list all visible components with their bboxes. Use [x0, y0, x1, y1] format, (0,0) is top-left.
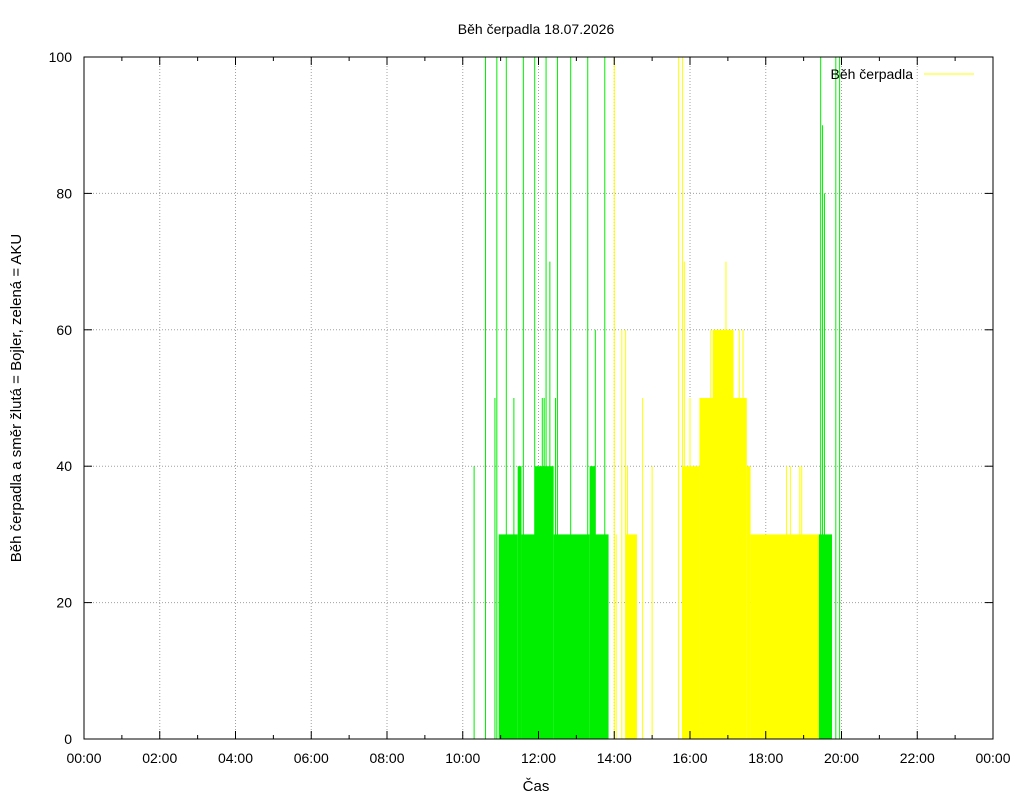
- legend: Běh čerpadla: [830, 66, 974, 82]
- series-0-bar: [521, 534, 535, 739]
- x-tick-label: 00:00: [66, 750, 101, 766]
- y-tick-label: 0: [64, 731, 72, 747]
- legend-label: Běh čerpadla: [830, 66, 913, 82]
- x-tick-label: 04:00: [218, 750, 253, 766]
- x-tick-label: 16:00: [672, 750, 707, 766]
- x-tick-label: 02:00: [142, 750, 177, 766]
- series-0-bar: [517, 466, 522, 739]
- y-tick-label: 100: [49, 49, 73, 65]
- chart-title: Běh čerpadla 18.07.2026: [458, 21, 615, 37]
- series-1-bar: [725, 398, 747, 739]
- x-tick-label: 00:00: [975, 750, 1010, 766]
- x-tick-label: 22:00: [900, 750, 935, 766]
- x-axis-label: Čas: [523, 778, 550, 795]
- y-tick-label: 40: [56, 458, 72, 474]
- y-tick-label: 60: [56, 322, 72, 338]
- x-tick-label: 08:00: [369, 750, 404, 766]
- series-1-bar: [682, 466, 700, 739]
- x-tick-label: 12:00: [521, 750, 556, 766]
- x-tick-label: 20:00: [824, 750, 859, 766]
- tick-layer: 00:00 02:00 04:00 06:00 08:00 10:00 12:00 14:00…: [49, 49, 1011, 766]
- y-axis-label: Běh čerpadla a směr žlutá = Bojler, zele…: [8, 234, 25, 563]
- x-tick-label: 14:00: [597, 750, 632, 766]
- x-tick-label: 10:00: [445, 750, 480, 766]
- series-1-bar: [750, 534, 819, 739]
- series-0-bar: [553, 534, 590, 739]
- series-1-bar: [746, 466, 751, 739]
- series-1: [613, 57, 819, 739]
- data-layer: [473, 57, 841, 739]
- y-tick-label: 80: [56, 185, 72, 201]
- x-tick-label: 06:00: [294, 750, 329, 766]
- x-tick-label: 18:00: [748, 750, 783, 766]
- series-1-bar: [625, 534, 637, 739]
- y-tick-label: 20: [56, 595, 72, 611]
- series-0-bar: [589, 466, 596, 739]
- series-0-bar: [498, 534, 518, 739]
- series-0-bar: [595, 534, 609, 739]
- series-0: [473, 57, 841, 739]
